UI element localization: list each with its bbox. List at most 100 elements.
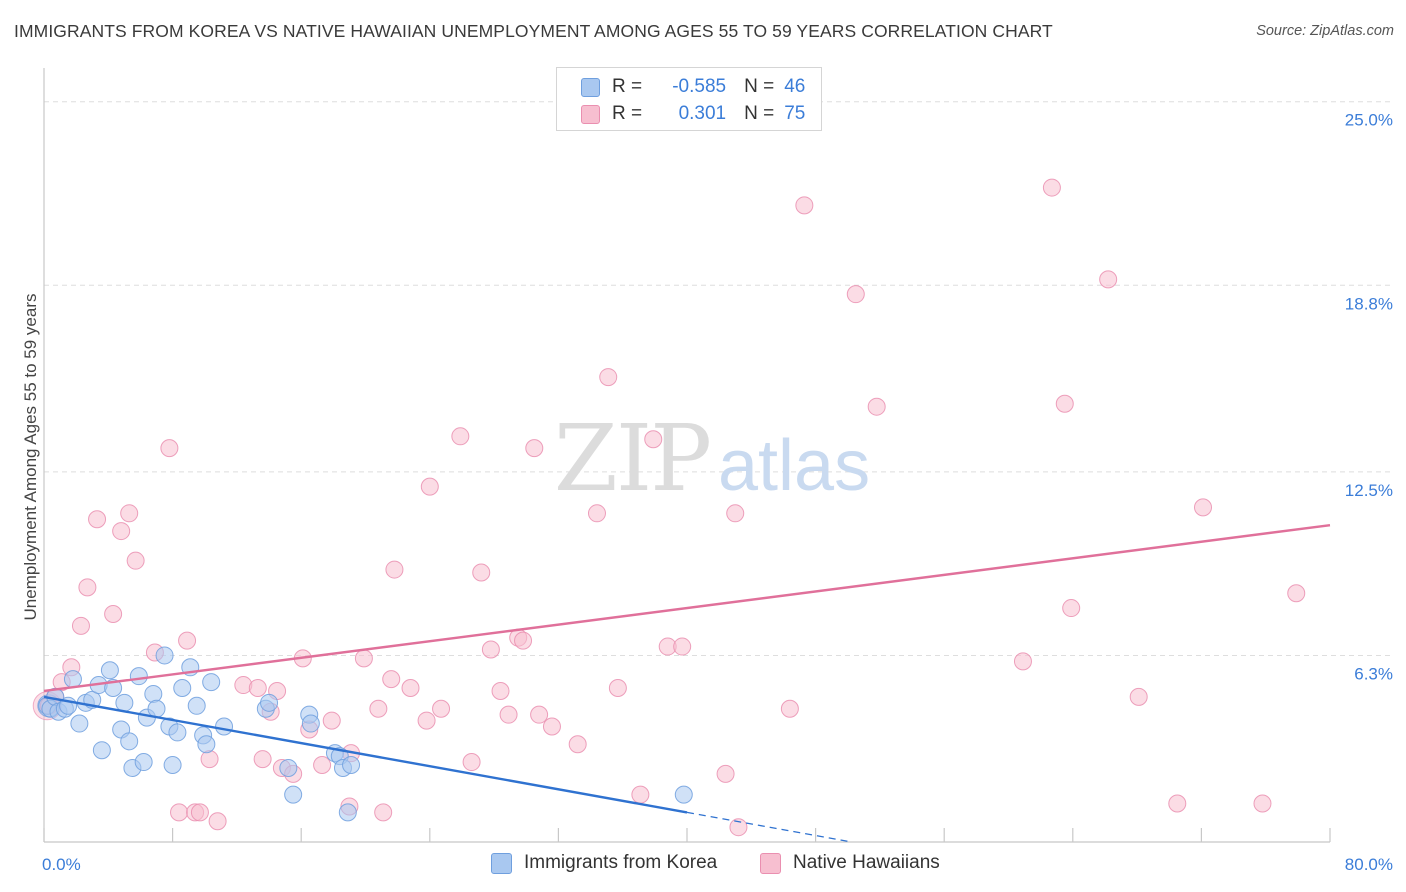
data-point (112, 522, 131, 541)
x-tick-label: 0.0% (42, 855, 81, 874)
data-point (313, 756, 332, 775)
r-value: -0.585 (672, 76, 727, 97)
y-tick-label: 12.5% (1345, 481, 1393, 500)
pink-swatch-icon (760, 852, 781, 874)
data-point (417, 711, 436, 730)
data-point (673, 637, 692, 656)
pink-swatch-icon (581, 104, 600, 124)
data-points (32, 178, 1306, 837)
data-point (208, 812, 227, 831)
watermark-zip: ZIP (554, 405, 710, 512)
data-point (530, 705, 549, 724)
data-point (472, 563, 491, 582)
data-point (92, 741, 111, 760)
y-axis-label: Unemployment Among Ages 55 to 59 years (21, 294, 40, 621)
data-point (587, 504, 606, 523)
data-point (432, 699, 451, 718)
data-point (599, 368, 618, 387)
legend-item-korea: Immigrants from Korea (491, 852, 717, 874)
data-point (1168, 794, 1187, 813)
data-point (568, 735, 587, 754)
data-point (354, 649, 373, 668)
data-point (173, 679, 192, 698)
data-point (1194, 498, 1213, 517)
data-point (1253, 794, 1272, 813)
data-point (525, 439, 544, 458)
data-point (88, 510, 107, 529)
data-point (514, 631, 533, 650)
y-tick-label: 18.8% (1345, 294, 1393, 313)
data-point (674, 785, 693, 804)
data-point (202, 673, 221, 692)
data-point (144, 684, 163, 703)
data-point (63, 670, 82, 689)
data-point (499, 705, 518, 724)
data-point (115, 693, 134, 712)
r-label: R = (612, 76, 643, 97)
data-point (420, 477, 439, 496)
blue-swatch-icon (581, 77, 600, 97)
data-point (78, 578, 97, 597)
data-point (451, 427, 470, 446)
data-point (155, 646, 174, 665)
data-point (126, 551, 145, 570)
data-point (279, 758, 298, 777)
tick-labels: 6.3% 12.5% 18.8% 25.0% 0.0% 80.0% (42, 111, 1393, 874)
data-point (385, 560, 404, 579)
n-label: N = (744, 76, 775, 97)
data-point (491, 681, 510, 700)
data-point (163, 756, 182, 775)
r-value: 0.301 (678, 103, 727, 124)
data-point (71, 616, 90, 635)
data-point (147, 699, 166, 718)
data-point (644, 430, 663, 449)
gridlines (44, 101, 1392, 656)
data-point (608, 679, 627, 698)
data-point (542, 717, 561, 736)
data-point (322, 711, 341, 730)
data-point (215, 717, 234, 736)
stats-row-korea: R = -0.585 N = 46 (581, 74, 805, 100)
data-point (248, 679, 267, 698)
data-point (187, 696, 206, 715)
data-point (120, 732, 139, 751)
legend-label: Native Hawaiians (793, 852, 940, 873)
data-point (129, 667, 148, 686)
data-point (374, 803, 393, 822)
data-point (178, 631, 197, 650)
data-point (253, 750, 272, 769)
legend: Immigrants from Korea Native Hawaiians (0, 852, 1406, 878)
data-point (867, 397, 886, 416)
data-point (382, 670, 401, 689)
data-point (716, 764, 735, 783)
data-point (401, 679, 420, 698)
trend-line-extension (686, 811, 848, 842)
data-point (197, 735, 216, 754)
legend-item-hawaiian: Native Hawaiians (760, 852, 940, 874)
trend-line (43, 695, 688, 814)
data-point (234, 676, 253, 695)
data-point (134, 753, 153, 772)
correlation-stats-box: R = -0.585 N = 46 R = 0.301 N = 75 (556, 67, 822, 131)
data-point (260, 693, 279, 712)
data-point (100, 661, 119, 680)
blue-swatch-icon (491, 852, 512, 874)
data-point (1062, 599, 1081, 618)
y-tick-label: 25.0% (1345, 111, 1393, 130)
data-point (170, 803, 189, 822)
data-point (1055, 394, 1074, 413)
data-point (104, 604, 123, 623)
data-point (1042, 178, 1061, 197)
data-point (70, 714, 89, 733)
stats-row-hawaiian: R = 0.301 N = 75 (581, 101, 805, 127)
data-point (301, 714, 320, 733)
chart-title: IMMIGRANTS FROM KOREA VS NATIVE HAWAIIAN… (14, 21, 1053, 41)
data-point (631, 785, 650, 804)
trend-lines (43, 523, 1331, 842)
watermark: ZIP atlas (554, 405, 870, 512)
legend-label: Immigrants from Korea (524, 852, 718, 873)
data-point (200, 750, 219, 769)
n-value: 75 (784, 103, 806, 124)
data-point (1013, 652, 1032, 671)
